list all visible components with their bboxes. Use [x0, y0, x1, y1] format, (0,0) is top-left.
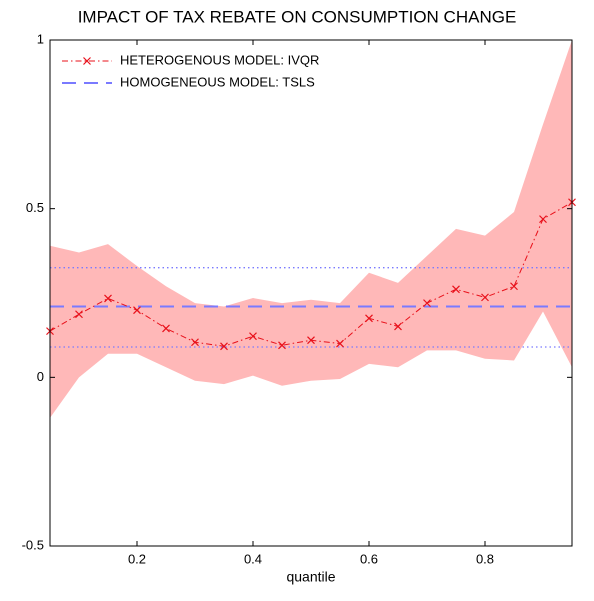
- ivqr-marker: [423, 299, 431, 308]
- x-tick-label: 0.8: [476, 551, 494, 566]
- y-tick-label: 0: [37, 369, 44, 384]
- y-tick-label: 0.5: [26, 200, 44, 215]
- x-tick-label: 0.4: [244, 551, 262, 566]
- ivqr-marker: [394, 322, 402, 331]
- ivqr-marker: [510, 282, 518, 291]
- ivqr-marker: [249, 332, 257, 341]
- ivqr-marker: [75, 310, 83, 319]
- ivqr-marker: [220, 342, 228, 351]
- x-axis-label: quantile: [286, 569, 335, 585]
- ivqr-marker: [104, 294, 112, 303]
- legend-label: HOMOGENEOUS MODEL: TSLS: [120, 74, 315, 89]
- ivqr-marker: [452, 285, 460, 294]
- chart-title: IMPACT OF TAX REBATE ON CONSUMPTION CHAN…: [78, 7, 517, 26]
- plot-frame: [49, 39, 573, 547]
- ivqr-marker: [539, 215, 547, 224]
- ivqr-marker: [336, 339, 344, 348]
- ivqr-marker: [307, 336, 315, 345]
- ivqr-marker: [162, 324, 170, 333]
- x-tick-label: 0.6: [360, 551, 378, 566]
- ivqr-marker: [191, 338, 199, 347]
- x-tick-label: 0.2: [128, 551, 146, 566]
- confidence-band: [50, 40, 572, 418]
- legend-label: HETEROGENOUS MODEL: IVQR: [120, 52, 319, 67]
- ivqr-marker: [278, 341, 286, 350]
- ivqr-marker: [481, 293, 489, 302]
- y-tick-label: -0.5: [22, 537, 44, 552]
- y-tick-label: 1: [37, 31, 44, 46]
- ivqr-marker: [365, 314, 373, 323]
- legend-marker: [83, 57, 91, 65]
- ivqr-marker: [133, 306, 141, 315]
